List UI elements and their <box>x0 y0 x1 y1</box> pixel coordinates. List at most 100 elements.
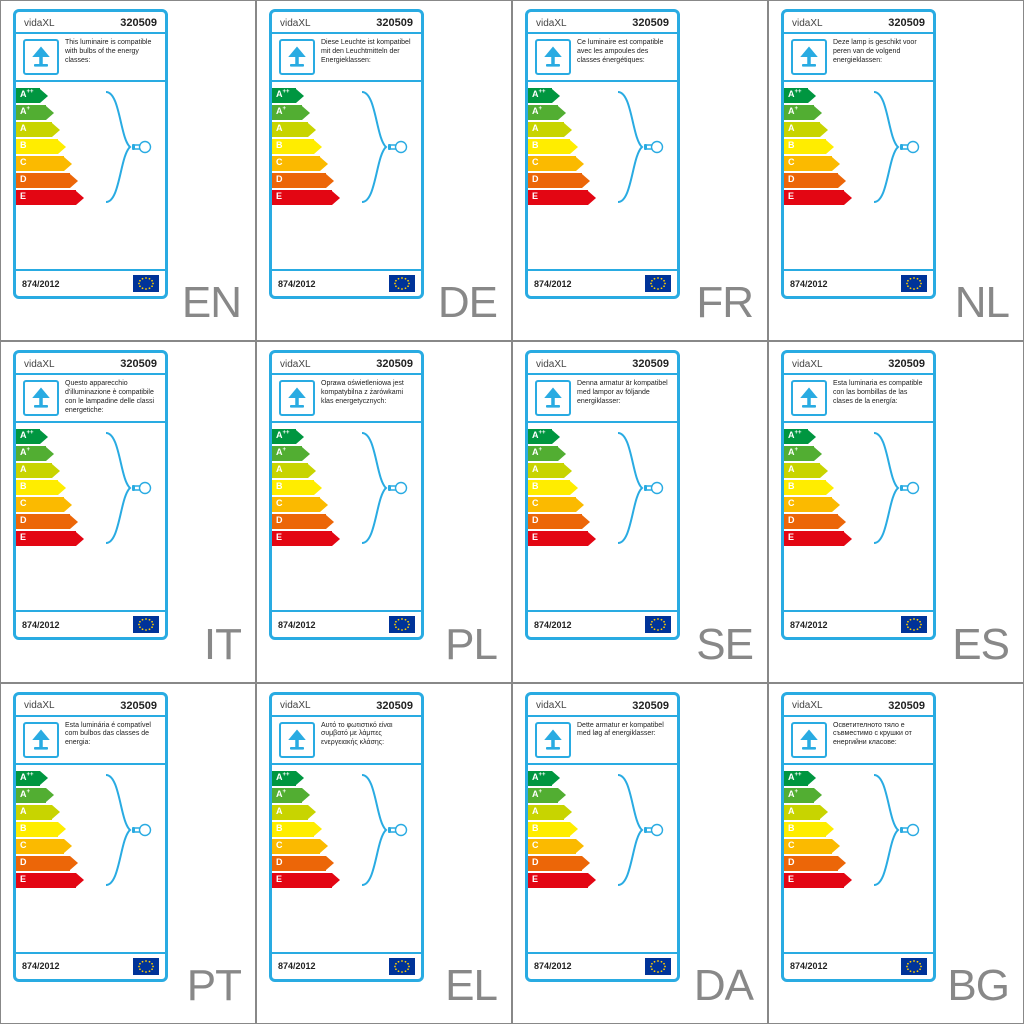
energy-label: vidaXL 320509 Esta luminaria es compatib… <box>781 350 936 640</box>
energy-class-row: A+ <box>272 105 421 120</box>
energy-class-row: C <box>784 497 933 512</box>
energy-class-row: A++ <box>272 88 421 103</box>
lamp-icon-box <box>23 39 59 75</box>
energy-class-row: D <box>784 514 933 529</box>
energy-class-row: D <box>16 514 165 529</box>
energy-class-row: A <box>16 805 165 820</box>
label-footer: 874/2012 <box>16 269 165 296</box>
model-text: 320509 <box>632 700 669 712</box>
energy-class-row: C <box>272 839 421 854</box>
energy-class-row: D <box>528 856 677 871</box>
eu-flag-icon <box>645 616 671 633</box>
energy-classes: A++ A+ A B C D E <box>272 765 421 888</box>
compat-text: Oprawa oświetleniowa jest kompatybilna z… <box>321 380 414 406</box>
language-code: PL <box>445 620 497 670</box>
energy-class-row: A+ <box>784 446 933 461</box>
lamp-icon <box>539 43 567 71</box>
model-text: 320509 <box>376 17 413 29</box>
energy-class-row: E <box>784 531 933 546</box>
model-text: 320509 <box>632 17 669 29</box>
label-cell: vidaXL 320509 Deze lamp is geschikt voor… <box>768 0 1024 341</box>
lamp-icon <box>795 726 823 754</box>
regulation-text: 874/2012 <box>790 279 828 289</box>
label-header: vidaXL 320509 <box>528 12 677 32</box>
label-cell: vidaXL 320509 Esta luminaria es compatib… <box>768 341 1024 682</box>
energy-class-row: A++ <box>784 771 933 786</box>
language-code: FR <box>696 278 753 328</box>
energy-class-row: A++ <box>528 771 677 786</box>
label-cell: vidaXL 320509 Dette armatur er kompatibe… <box>512 683 768 1024</box>
brand-text: vidaXL <box>536 359 567 370</box>
energy-label: vidaXL 320509 Deze lamp is geschikt voor… <box>781 9 936 299</box>
label-header: vidaXL 320509 <box>784 353 933 373</box>
energy-classes: A++ A+ A B C D E <box>528 423 677 546</box>
energy-class-row: C <box>16 156 165 171</box>
label-footer: 874/2012 <box>272 610 421 637</box>
label-footer: 874/2012 <box>784 610 933 637</box>
energy-class-row: D <box>16 856 165 871</box>
energy-classes: A++ A+ A B C D E <box>784 765 933 888</box>
regulation-text: 874/2012 <box>278 620 316 630</box>
energy-class-row: E <box>528 190 677 205</box>
energy-class-row: E <box>272 531 421 546</box>
energy-label: vidaXL 320509 Esta luminária é compatíve… <box>13 692 168 982</box>
energy-class-row: A+ <box>16 105 165 120</box>
lamp-icon <box>283 43 311 71</box>
lamp-icon <box>539 384 567 412</box>
energy-class-row: B <box>528 822 677 837</box>
label-footer: 874/2012 <box>272 269 421 296</box>
language-code: NL <box>955 278 1009 328</box>
label-header: vidaXL 320509 <box>784 695 933 715</box>
energy-class-row: A++ <box>784 88 933 103</box>
compat-text: Deze lamp is geschikt voor peren van de … <box>833 39 926 65</box>
energy-class-row: B <box>272 822 421 837</box>
lamp-icon <box>795 384 823 412</box>
lamp-icon <box>795 43 823 71</box>
language-code: BG <box>947 961 1009 1011</box>
label-cell: vidaXL 320509 Ce luminaire est compatibl… <box>512 0 768 341</box>
energy-class-row: A <box>272 122 421 137</box>
energy-class-row: A++ <box>16 429 165 444</box>
label-cell: vidaXL 320509 Осветителното тяло е съвме… <box>768 683 1024 1024</box>
eu-flag-icon <box>389 275 415 292</box>
lamp-icon <box>283 384 311 412</box>
energy-class-row: B <box>528 139 677 154</box>
energy-class-row: A <box>272 463 421 478</box>
regulation-text: 874/2012 <box>278 279 316 289</box>
brand-text: vidaXL <box>280 18 311 29</box>
regulation-text: 874/2012 <box>22 961 60 971</box>
energy-class-row: D <box>272 514 421 529</box>
energy-class-row: A++ <box>16 88 165 103</box>
energy-class-row: A++ <box>16 771 165 786</box>
energy-classes: A++ A+ A B C D E <box>16 765 165 888</box>
energy-label: vidaXL 320509 Oprawa oświetleniowa jest … <box>269 350 424 640</box>
model-text: 320509 <box>120 358 157 370</box>
energy-class-row: C <box>528 497 677 512</box>
label-header: vidaXL 320509 <box>272 353 421 373</box>
model-text: 320509 <box>632 358 669 370</box>
label-header: vidaXL 320509 <box>784 12 933 32</box>
label-cell: vidaXL 320509 Denna armatur är kompatibe… <box>512 341 768 682</box>
lamp-icon-box <box>23 380 59 416</box>
label-cell: vidaXL 320509 Esta luminária é compatíve… <box>0 683 256 1024</box>
energy-label: vidaXL 320509 Questo apparecchio d'illum… <box>13 350 168 640</box>
regulation-text: 874/2012 <box>534 620 572 630</box>
label-cell: vidaXL 320509 Αυτό το φωτιστικό είναι συ… <box>256 683 512 1024</box>
eu-flag-icon <box>645 275 671 292</box>
eu-flag-icon <box>133 275 159 292</box>
energy-label: vidaXL 320509 This luminaire is compatib… <box>13 9 168 299</box>
brand-text: vidaXL <box>536 700 567 711</box>
energy-classes: A++ A+ A B C D E <box>784 82 933 205</box>
label-footer: 874/2012 <box>16 610 165 637</box>
brand-text: vidaXL <box>280 359 311 370</box>
energy-class-row: A <box>528 805 677 820</box>
label-footer: 874/2012 <box>784 269 933 296</box>
energy-class-row: E <box>272 873 421 888</box>
regulation-text: 874/2012 <box>22 279 60 289</box>
compat-text: Ce luminaire est compatible avec les amp… <box>577 39 670 65</box>
lamp-icon <box>283 726 311 754</box>
brand-text: vidaXL <box>280 700 311 711</box>
label-footer: 874/2012 <box>784 952 933 979</box>
energy-class-row: D <box>784 856 933 871</box>
lamp-icon <box>539 726 567 754</box>
